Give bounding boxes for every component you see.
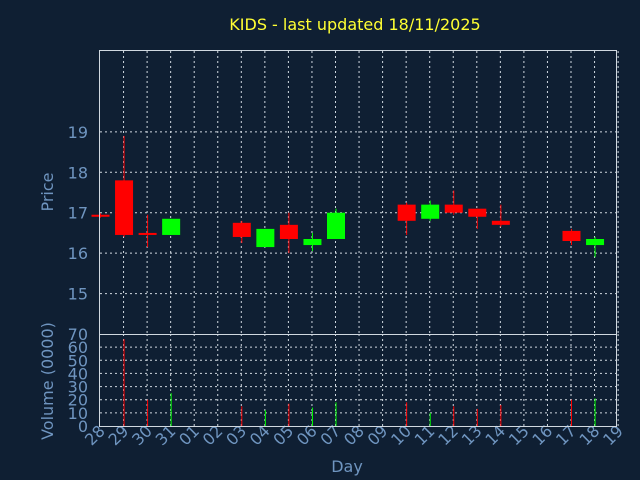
volume-axis-label: Volume (0000)	[38, 322, 57, 440]
candle-body	[303, 238, 322, 246]
volume-bar	[288, 403, 290, 426]
candle-body	[468, 208, 487, 217]
volume-bar	[500, 404, 502, 426]
candle-body	[279, 224, 298, 239]
volume-bar	[571, 399, 572, 426]
price-axis-label: Price	[38, 172, 57, 211]
candle-body	[491, 220, 510, 225]
volume-bar	[170, 393, 172, 426]
volume-bar	[453, 406, 455, 426]
volume-y-tick-label: 10	[68, 404, 88, 423]
volume-bar	[406, 402, 408, 426]
price-y-tick-label: 16	[68, 244, 88, 263]
price-y-tick-label: 18	[68, 163, 88, 182]
volume-panel-frame	[99, 334, 617, 427]
candle-body	[397, 204, 416, 221]
price-panel-frame	[99, 50, 617, 335]
volume-y-tick-label: 40	[68, 364, 88, 383]
candle-body	[138, 232, 157, 235]
volume-grid	[100, 334, 619, 426]
price-y-tick-label: 17	[68, 204, 88, 223]
candle-body	[586, 238, 605, 246]
candle-body	[256, 228, 275, 248]
price-y-tick-label: 19	[68, 123, 88, 142]
volume-bar	[264, 410, 266, 426]
candlesticks	[91, 135, 605, 258]
candle-body	[232, 222, 251, 237]
candle-body	[115, 180, 134, 235]
volume-y-tick-label: 50	[68, 351, 88, 370]
candle-body	[162, 218, 181, 235]
candle-body	[91, 214, 110, 217]
price-grid	[100, 51, 619, 334]
x-ticks: 2829303101020304050607080910111213141516…	[81, 421, 627, 449]
candle-body	[327, 212, 345, 239]
chart-title: KIDS - last updated 18/11/2025	[229, 15, 480, 34]
x-axis-label: Day	[331, 457, 363, 476]
candle-body	[562, 230, 581, 242]
volume-y-tick-label: 60	[68, 338, 88, 357]
volume-bar	[123, 339, 125, 426]
volume-bar	[147, 399, 149, 426]
price-y-ticks: 15 16 17 18 19	[68, 123, 88, 304]
volume-y-tick-label: 0	[78, 417, 88, 436]
volume-y-tick-label: 20	[68, 391, 88, 410]
volume-bars	[123, 339, 596, 426]
volume-bar	[241, 406, 243, 426]
price-y-tick-label: 15	[68, 285, 88, 304]
volume-bar	[429, 412, 431, 426]
volume-bar	[476, 408, 478, 426]
volume-bar	[594, 398, 596, 426]
candle-body	[421, 204, 440, 219]
volume-bar	[335, 402, 337, 426]
volume-bar	[311, 407, 313, 426]
volume-y-tick-label: 30	[68, 378, 88, 397]
x-tick-label: 19	[599, 421, 627, 449]
volume-y-tick-label: 70	[68, 325, 88, 344]
candle-body	[444, 204, 463, 213]
